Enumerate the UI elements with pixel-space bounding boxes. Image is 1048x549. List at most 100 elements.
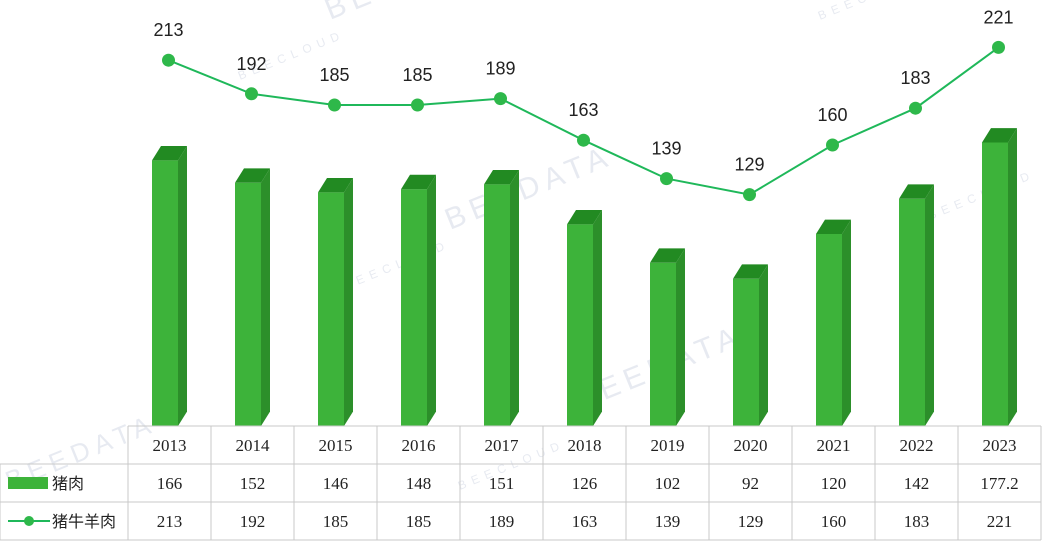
bar-front [982,142,1008,427]
bar-side [344,178,353,426]
legend-label: 猪肉 [52,474,84,493]
table-cell: 152 [240,474,266,493]
tick-label: 2015 [319,436,353,455]
legend-label: 猪牛羊肉 [52,512,116,531]
bar [650,248,685,426]
tick-label: 2019 [651,436,685,455]
line-point [494,92,507,106]
bar [484,170,519,426]
line-point [411,98,424,112]
bar [401,174,436,426]
bar-side [1008,128,1017,426]
data-label: 163 [568,100,598,120]
bar-top [401,174,436,190]
line-point [826,138,839,152]
data-label: 189 [485,59,515,79]
legend-bar-swatch [8,477,48,489]
line-point [328,98,341,112]
watermark-text: BEECLOUD [926,167,1037,223]
data-table: 2013 2014 2015 2016 2017 2018 2019 2020 2021 2022… [0,425,1042,541]
table-cell: 189 [489,512,515,531]
line-point [245,87,258,101]
table-cell: 166 [157,474,183,493]
bar-side [427,174,436,426]
bar-front [152,160,178,426]
bar [152,146,187,426]
bar-top [567,210,602,225]
watermark-text: BEEDATA [320,0,497,26]
bar-front [733,278,759,426]
tick-label: 2021 [817,436,851,455]
bar-side [842,219,851,426]
bar-side [759,264,768,426]
watermark-text: BEECLOUD [816,0,927,23]
tick-label: 2020 [734,436,768,455]
table-cell: 120 [821,474,847,493]
line-point [992,40,1005,54]
line-point [577,133,590,147]
bar-front [816,234,842,426]
data-label: 139 [651,139,681,159]
bar-front [235,182,261,426]
tick-label: 2023 [983,436,1017,455]
table-cell: 151 [489,474,515,493]
table-cell: 221 [987,512,1013,531]
line-point [162,53,175,67]
bar [733,264,768,426]
data-label: 192 [236,54,266,74]
bar [567,210,602,426]
bar-front [567,224,593,426]
data-label: 160 [817,105,847,125]
bar-top [733,264,768,279]
tick-label: 2022 [900,436,934,455]
tick-label: 2018 [568,436,602,455]
bar-top [816,219,851,234]
tick-label: 2016 [402,436,436,455]
bar-side [178,146,187,426]
table-cell: 146 [323,474,349,493]
tick-label: 2017 [485,436,520,455]
table-cell: 163 [572,512,598,531]
line-point [660,172,673,186]
bar-side [593,210,602,426]
table-cell: 148 [406,474,432,493]
line-point [909,101,922,115]
table-cell: 177.2 [980,474,1018,493]
table-cell: 92 [742,474,759,493]
bar-top [650,248,685,263]
table-cell: 126 [572,474,598,493]
bar [982,128,1017,427]
bar-side [510,170,519,426]
bar-front [318,192,344,426]
line-layer: 213 192 185 185 189 163 139 129 160 183 221 [153,7,1014,202]
bar [235,168,270,426]
bar-side [261,168,270,426]
table-cell: 129 [738,512,764,531]
bar-front [401,189,427,426]
table-cell: 192 [240,512,266,531]
table-cell: 213 [157,512,183,531]
bar [899,184,934,426]
table-cell: 139 [655,512,681,531]
legend-marker [24,516,34,526]
bar-top [484,170,519,185]
table-cell: 185 [323,512,349,531]
data-label: 213 [153,20,183,40]
bar-front [484,184,510,426]
bars-layer [152,128,1017,427]
data-label: 221 [983,7,1013,27]
bar-side [925,184,934,426]
tick-label: 2014 [236,436,271,455]
bar-side [676,248,685,426]
bar-top [982,128,1017,143]
data-label: 185 [319,65,349,85]
data-label: 183 [900,68,930,88]
bar-top [318,178,353,193]
data-label: 185 [402,65,432,85]
bar-top [235,168,270,183]
bar-front [650,262,676,426]
bar [816,219,851,426]
bar-front [899,198,925,426]
table-cell: 102 [655,474,681,493]
